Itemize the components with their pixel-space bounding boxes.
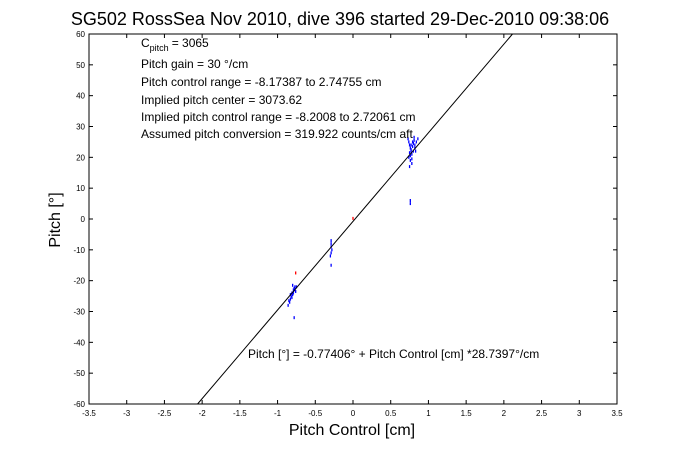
annotation-line: Assumed pitch conversion = 319.922 count…	[141, 127, 413, 141]
y-tick-label: 50	[76, 61, 85, 70]
y-tick-label: 10	[76, 184, 85, 193]
x-tick-label: -2.5	[158, 409, 172, 418]
y-tick-label: -40	[73, 338, 85, 347]
annotation-block: Cpitch = 3065 Pitch gain = 30 °/cm Pitch …	[141, 36, 539, 361]
c-pitch-annotation: Cpitch = 3065	[141, 36, 209, 53]
annotation-line: Pitch gain = 30 °/cm	[141, 57, 248, 71]
x-tick-label: 3.5	[611, 409, 623, 418]
y-tick-label: 20	[76, 153, 85, 162]
c-pitch-subscript: pitch	[150, 43, 169, 53]
chart-title: SG502 RossSea Nov 2010, dive 396 started…	[71, 9, 609, 29]
y-tick-label: 0	[81, 215, 86, 224]
x-tick-label: 0	[351, 409, 356, 418]
x-tick-label: 2.5	[536, 409, 548, 418]
x-tick-label: -3.5	[82, 409, 96, 418]
y-tick-label: 40	[76, 92, 85, 101]
y-tick-label: 60	[76, 30, 85, 39]
y-tick-label: -30	[73, 308, 85, 317]
plot-area	[88, 33, 618, 405]
x-tick-label: -3	[123, 409, 131, 418]
x-tick-label: 3	[577, 409, 582, 418]
fit-equation-label: Pitch [°] = -0.77406° + Pitch Control [c…	[248, 347, 539, 361]
x-axis-label: Pitch Control [cm]	[289, 422, 415, 439]
annotation-line: Pitch control range = -8.17387 to 2.7475…	[141, 75, 382, 89]
y-tick-label: -60	[73, 400, 85, 409]
c-pitch-value: = 3065	[172, 36, 209, 50]
x-tick-label: 1	[426, 409, 431, 418]
x-tick-label: -1.5	[233, 409, 247, 418]
c-pitch-symbol: C	[141, 36, 150, 50]
x-axis-ticks: -3.5 -3 -2.5 -2 -1.5 -1 -0.5 0 0.5 1 1.5 2 2.5 3 3.5	[82, 34, 623, 418]
x-tick-label: -2	[199, 409, 207, 418]
x-tick-label: 1.5	[461, 409, 473, 418]
y-axis-label: Pitch [°]	[47, 192, 64, 247]
y-tick-label: -10	[73, 246, 85, 255]
annotation-line: Implied pitch center = 3073.62	[141, 93, 302, 107]
y-tick-label: 30	[76, 123, 85, 132]
y-axis-ticks: 60 50 40 30 20 10 0 -10 -20 -30 -40 -50 -60	[73, 30, 617, 409]
fit-line	[197, 33, 513, 405]
y-tick-label: -50	[73, 369, 85, 378]
annotation-line: Implied pitch control range = -8.2008 to…	[141, 110, 416, 124]
scatter-series	[287, 135, 419, 320]
x-tick-label: 0.5	[385, 409, 397, 418]
x-tick-label: 2	[502, 409, 507, 418]
x-tick-label: -1	[274, 409, 282, 418]
y-tick-label: -20	[73, 277, 85, 286]
x-tick-label: -0.5	[308, 409, 322, 418]
